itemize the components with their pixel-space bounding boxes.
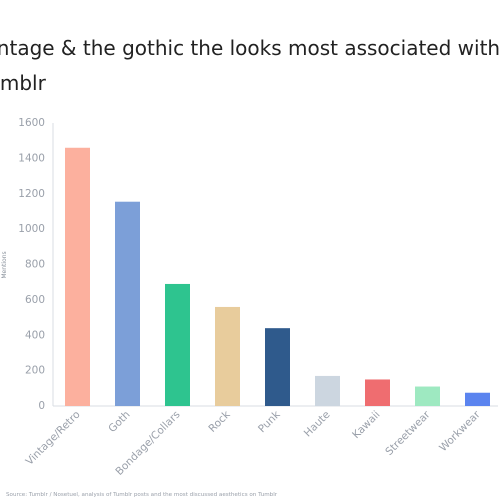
x-tick-label: Goth <box>106 409 132 435</box>
y-tick-label: 800 <box>25 259 45 271</box>
x-tick-label: Workwear <box>437 408 483 454</box>
y-axis-title: Mentions <box>1 251 8 278</box>
y-tick-label: 0 <box>38 400 45 412</box>
source-note: Source: Tumblr / Nosetuel, analysis of T… <box>6 492 278 498</box>
bar-goth <box>115 201 140 406</box>
bar-streetwear <box>415 386 440 406</box>
y-tick-label: 1200 <box>18 188 45 200</box>
x-tick-label: Vintage/Retro <box>23 409 82 468</box>
x-tick-label: Rock <box>206 408 233 435</box>
x-tick-label: Streetwear <box>383 408 433 458</box>
bar-bondage-collars <box>165 283 190 406</box>
y-tick-label: 1600 <box>18 117 45 129</box>
y-tick-label: 1400 <box>18 152 45 164</box>
x-tick-label: Punk <box>256 408 283 435</box>
bar-punk <box>265 328 290 406</box>
x-tick-label: Haute <box>302 409 333 440</box>
y-tick-label: 200 <box>25 365 45 377</box>
chart-title: Vintage & the gothic the looks most asso… <box>0 36 500 95</box>
y-tick-label: 600 <box>25 294 45 306</box>
bar-vintage-retro <box>65 147 90 406</box>
y-tick-labels: 0 200 400 600 800 1000 1200 1400 1600 <box>18 117 45 412</box>
bar-haute <box>315 375 340 406</box>
bars <box>65 147 490 406</box>
y-tick-label: 1000 <box>18 223 45 235</box>
y-tick-label: 400 <box>25 329 45 341</box>
bar-kawaii <box>365 379 390 406</box>
bar-workwear <box>465 392 490 406</box>
x-tick-label: Kawaii <box>350 409 383 442</box>
bar-rock <box>215 306 240 406</box>
